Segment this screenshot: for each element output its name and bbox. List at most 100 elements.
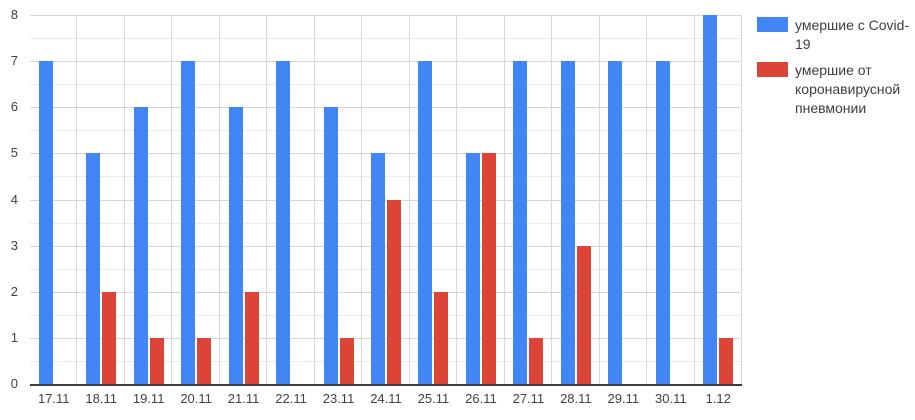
legend-swatch-with-covid-icon [757,17,788,32]
gridline-major-h [30,337,742,339]
bar-group-1.12 [695,15,742,384]
y-tick-label: 3 [10,237,18,253]
bar-pneumonia-19.11[interactable] [149,337,164,384]
gridline-v [218,15,220,384]
gridline-v [503,15,505,384]
bar-with-covid-29.11[interactable] [608,61,623,384]
gridline-minor-h [30,222,742,224]
bar-with-covid-22.11[interactable] [276,61,291,384]
x-tick-label: 1.12 [705,391,731,406]
gridline-major-h [30,199,742,201]
gridline-minor-h [30,176,742,178]
gridline-minor-h [30,84,742,86]
gridline-v [456,15,458,384]
bar-group-30.11 [647,15,694,384]
bar-with-covid-27.11[interactable] [513,61,528,384]
x-tick-label: 30.11 [655,391,687,406]
bar-group-17.11 [30,15,77,384]
bar-group-21.11 [220,15,267,384]
bar-with-covid-1.12[interactable] [703,15,718,384]
y-axis: 0 1 2 3 4 5 6 7 8 [0,7,22,391]
legend-label-with-covid: умершие с Covid-19 [795,17,910,52]
gridline-v [693,15,695,384]
gridline-v [171,15,173,384]
gridline-major-h [30,61,742,63]
bar-group-26.11 [457,15,504,384]
bar-pneumonia-21.11[interactable] [244,291,259,384]
bar-pneumonia-20.11[interactable] [197,337,212,384]
bar-with-covid-28.11[interactable] [560,61,575,384]
x-tick-label: 20.11 [180,391,212,406]
bar-pneumonia-25.11[interactable] [434,291,449,384]
y-tick-label: 4 [10,191,18,207]
y-tick-label: 6 [10,99,18,115]
gridline-v [408,15,410,384]
bar-pneumonia-1.12[interactable] [719,337,734,384]
y-tick-label: 1 [10,329,18,345]
x-tick-label: 18.11 [85,391,117,406]
y-tick-label: 7 [10,53,18,69]
y-tick-label: 0 [10,376,18,391]
legend-label-pneumonia: умершие от коронавирусной пневмонии [795,62,901,116]
legend-item-with-covid[interactable]: умершие с Covid-19 [757,16,913,54]
gridline-major-h [30,291,742,293]
bar-with-covid-30.11[interactable] [655,61,670,384]
gridline-v [123,15,125,384]
bar-group-29.11 [600,15,647,384]
bar-with-covid-18.11[interactable] [86,153,101,384]
y-tick-label: 2 [10,283,18,299]
bar-group-24.11 [362,15,409,384]
gridline-minor-h [30,38,742,40]
x-tick-label: 27.11 [512,391,545,406]
x-tick-label: 29.11 [607,391,640,406]
y-tick-label: 5 [10,145,18,161]
bar-group-18.11 [77,15,124,384]
bar-pneumonia-24.11[interactable] [386,199,401,384]
legend-swatch-pneumonia-icon [757,62,788,77]
gridline-v [741,15,742,384]
gridline-v [361,15,363,384]
bar-with-covid-26.11[interactable] [465,153,480,384]
bar-pneumonia-27.11[interactable] [529,337,544,384]
gridline-major-h [30,245,742,247]
gridline-v [266,15,268,384]
bar-pneumonia-23.11[interactable] [339,337,354,384]
gridline-minor-h [30,268,742,270]
x-tick-label: 22.11 [275,391,307,406]
x-tick-label: 25.11 [417,391,450,406]
bar-with-covid-17.11[interactable] [38,61,53,384]
x-tick-label: 19.11 [132,391,165,406]
legend-item-pneumonia[interactable]: умершие от коронавирусной пневмонии [757,61,913,118]
bar-group-25.11 [410,15,457,384]
bar-group-28.11 [552,15,599,384]
bar-group-23.11 [315,15,362,384]
gridline-major-h [30,15,742,16]
bar-with-covid-24.11[interactable] [370,153,385,384]
bar-pneumonia-28.11[interactable] [576,245,591,384]
x-tick-label: 21.11 [227,391,260,406]
x-tick-label: 28.11 [560,391,592,406]
bar-group-20.11 [172,15,219,384]
gridline-minor-h [30,314,742,316]
gridline-v [313,15,315,384]
plot-area [30,15,742,386]
bar-with-covid-23.11[interactable] [323,107,338,384]
bar-pneumonia-18.11[interactable] [102,291,117,384]
legend: умершие с Covid-19 умершие от коронавиру… [757,16,913,125]
bar-with-covid-20.11[interactable] [181,61,196,384]
gridline-v [76,15,78,384]
bar-pneumonia-26.11[interactable] [481,153,496,384]
gridline-major-h [30,107,742,109]
gridline-v [551,15,553,384]
gridline-minor-h [30,130,742,132]
bar-with-covid-21.11[interactable] [228,107,243,384]
x-tick-label: 26.11 [465,391,497,406]
y-tick-label: 8 [10,7,18,22]
x-tick-label: 24.11 [370,391,402,406]
gridline-v [646,15,648,384]
gridline-minor-h [30,360,742,362]
bar-with-covid-25.11[interactable] [418,61,433,384]
bar-with-covid-19.11[interactable] [133,107,148,384]
gridline-v [598,15,600,384]
